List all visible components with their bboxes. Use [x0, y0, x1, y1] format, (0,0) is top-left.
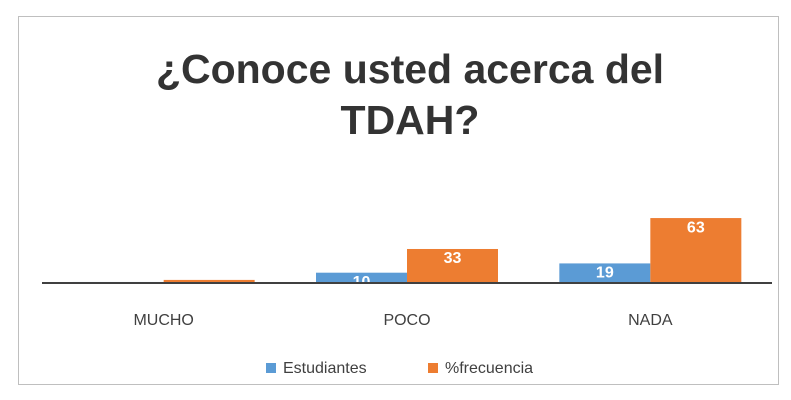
- chart-title: ¿Conoce usted acerca del TDAH?: [155, 46, 665, 143]
- data-label: 63: [687, 219, 705, 236]
- x-tick-label: POCO: [383, 312, 430, 329]
- x-tick-label: NADA: [628, 312, 673, 329]
- data-label: 19: [596, 265, 614, 282]
- data-label: 33: [444, 250, 462, 267]
- data-label: 10: [353, 274, 371, 291]
- legend-label: Estudiantes: [283, 360, 367, 377]
- bar: [163, 279, 255, 283]
- bar: [650, 218, 742, 283]
- chart-border: [18, 16, 779, 385]
- legend-swatch: [266, 363, 276, 373]
- bar: [407, 248, 498, 283]
- legend-swatch: [428, 363, 438, 373]
- bar: [559, 263, 651, 283]
- x-tick-label: MUCHO: [133, 312, 193, 329]
- bar: [316, 272, 407, 283]
- legend-label: %frecuencia: [445, 360, 533, 377]
